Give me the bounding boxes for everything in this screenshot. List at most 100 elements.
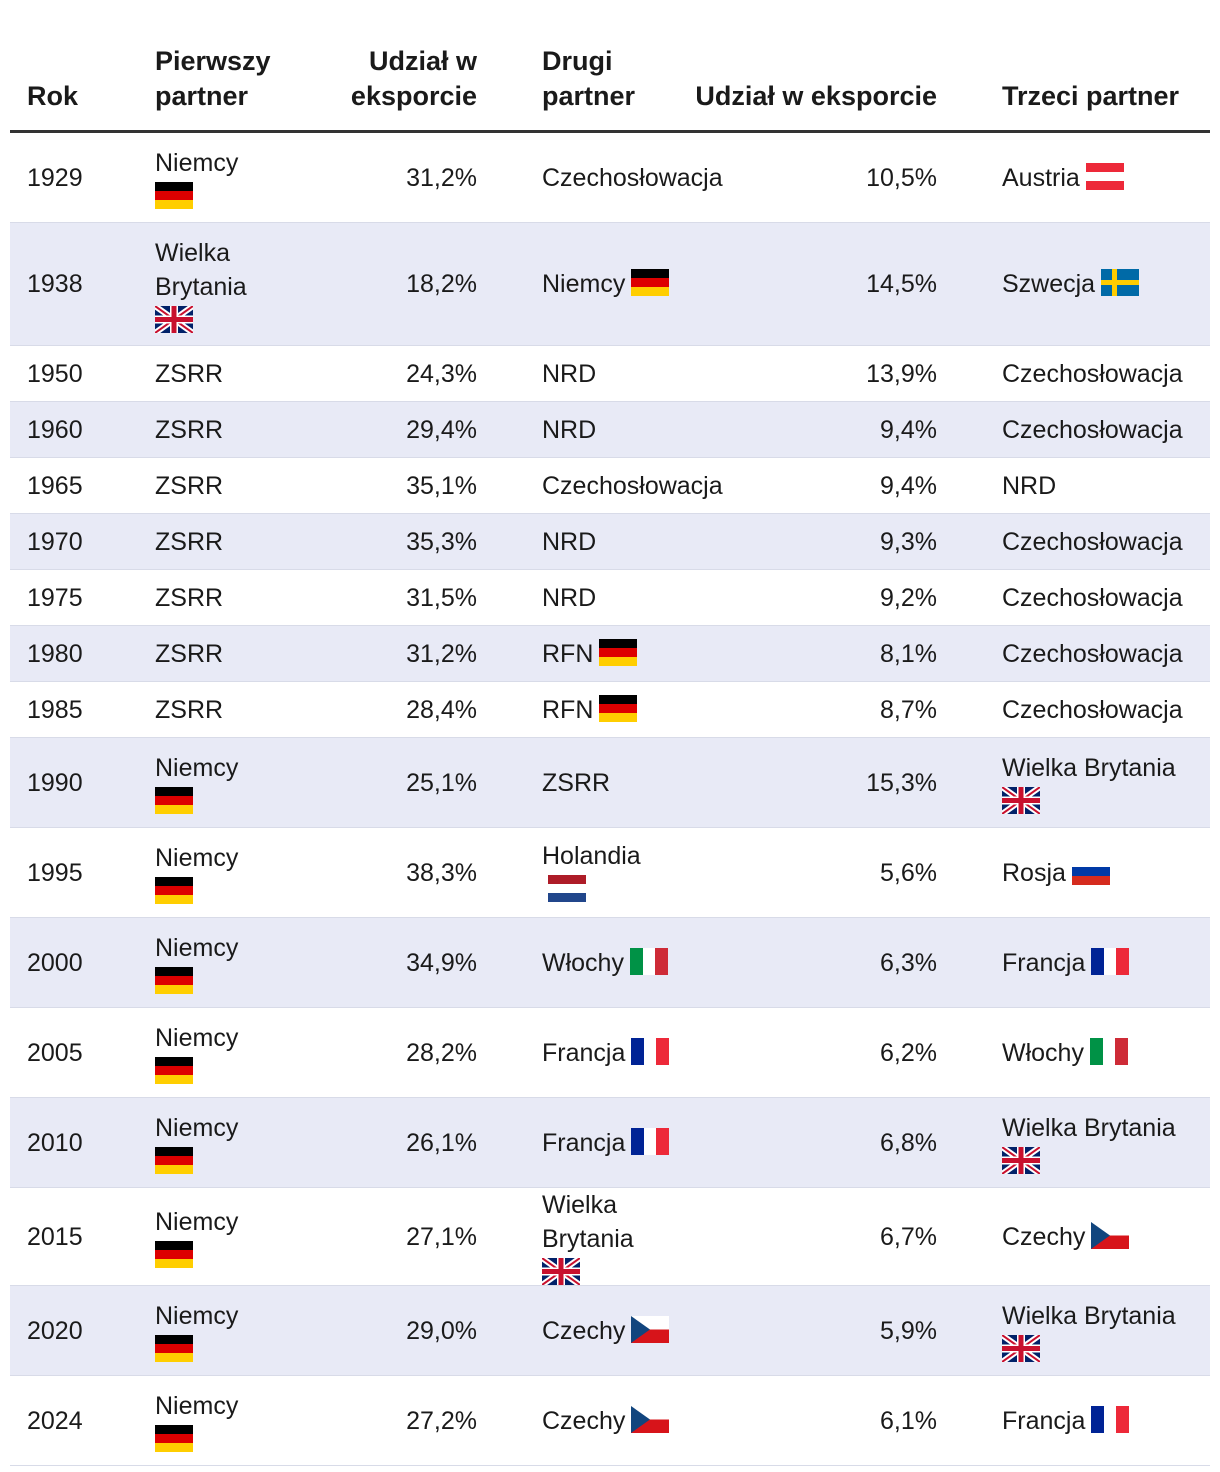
netherlands-flag-icon (548, 874, 586, 902)
germany-flag-icon (155, 182, 193, 209)
second-partner-cell-text: Francja (542, 1038, 626, 1067)
italy-flag-icon (629, 947, 668, 975)
second-share-cell: 6,1% (677, 1375, 937, 1466)
third-partner-cell: Czechy (937, 1187, 1210, 1286)
table-row: 2015 Niemcy 27,1% Wielka Brytania 6,7% Czechy (10, 1187, 1210, 1286)
year-cell-text: 1960 (27, 415, 83, 444)
header-second-share: Udział w eksporcie (677, 44, 937, 133)
year-cell: 1950 (10, 345, 145, 402)
third-partner-cell-text: Czechosłowacja (1002, 415, 1183, 444)
table-header: Rok Pierwszy partner Udział w eksporcie … (10, 44, 1210, 133)
table-body: 1929 Niemcy 31,2% Czechosłowacja 10,5% Austri… (10, 131, 1210, 1466)
first-share-cell: 29,0% (305, 1285, 477, 1376)
germany-flag-icon (155, 787, 193, 814)
first-partner-cell-text: ZSRR (155, 695, 224, 724)
year-cell: 1995 (10, 827, 145, 918)
second-partner-cell: RFN (477, 625, 677, 682)
year-cell: 2020 (10, 1285, 145, 1376)
year-cell: 2010 (10, 1097, 145, 1188)
second-share-cell-text: 9,2% (880, 583, 937, 612)
first-share-cell: 27,1% (305, 1187, 477, 1286)
third-partner-cell: Czechosłowacja (937, 345, 1210, 402)
first-partner-cell-text: ZSRR (155, 583, 224, 612)
first-partner-cell: ZSRR (145, 681, 305, 738)
year-cell-text: 2020 (27, 1316, 83, 1345)
second-partner-cell: Wielka Brytania (477, 1187, 677, 1286)
second-share-cell-text: 10,5% (866, 163, 937, 192)
uk-flag-icon (1002, 1335, 1040, 1362)
second-partner-cell-text: Holandia (542, 841, 641, 870)
table-row: 2020 Niemcy 29,0% Czechy 5,9% Wielka Brytania (10, 1285, 1210, 1376)
second-share-cell: 9,4% (677, 401, 937, 458)
first-share-cell: 29,4% (305, 401, 477, 458)
second-share-cell: 5,6% (677, 827, 937, 918)
second-share-cell-text: 6,8% (880, 1128, 937, 1157)
first-partner-cell-text: Niemcy (155, 934, 239, 962)
second-partner-cell: Czechosłowacja (477, 457, 723, 514)
second-partner-cell-text: NRD (542, 359, 597, 388)
first-share-cell-text: 31,5% (406, 583, 477, 612)
table-row: 1990 Niemcy 25,1% ZSRR 15,3% Wielka Brytania (10, 737, 1210, 828)
first-partner-cell-text: ZSRR (155, 527, 224, 556)
first-share-cell-text: 27,2% (406, 1406, 477, 1435)
first-share-cell-text: 34,9% (406, 948, 477, 977)
first-partner-cell-text: Wielka Brytania (155, 238, 247, 301)
first-share-cell: 35,1% (305, 457, 477, 514)
first-share-cell: 38,3% (305, 827, 477, 918)
year-cell-text: 2015 (27, 1222, 83, 1251)
year-cell-text: 1990 (27, 768, 83, 797)
second-partner-cell-text: RFN (542, 695, 594, 724)
third-partner-cell: Wielka Brytania (937, 1097, 1210, 1188)
year-cell: 1970 (10, 513, 145, 570)
first-partner-cell: Niemcy (145, 1097, 305, 1188)
first-partner-cell-text: Niemcy (155, 1392, 239, 1420)
third-partner-cell: Szwecja (937, 222, 1210, 346)
second-partner-cell-text: Czechosłowacja (542, 471, 723, 500)
third-partner-cell: Czechosłowacja (937, 513, 1210, 570)
first-share-cell-text: 28,4% (406, 695, 477, 724)
table-row: 1965 ZSRR 35,1% Czechosłowacja 9,4% NRD (10, 457, 1210, 514)
germany-flag-icon (155, 877, 193, 904)
third-partner-cell: Wielka Brytania (937, 737, 1210, 828)
header-first-partner: Pierwszy partner (145, 44, 305, 133)
second-partner-cell-text: Czechy (542, 1406, 626, 1435)
second-share-cell-text: 6,3% (880, 948, 937, 977)
first-share-cell: 31,2% (305, 625, 477, 682)
second-share-cell: 15,3% (677, 737, 937, 828)
first-partner-cell: ZSRR (145, 569, 305, 626)
second-partner-cell: Holandia (477, 827, 677, 918)
second-partner-cell: Niemcy (477, 222, 677, 346)
third-partner-cell-text: Szwecja (1002, 270, 1096, 298)
second-partner-cell: Czechy (477, 1285, 677, 1376)
table-row: 1985 ZSRR 28,4% RFN 8,7% Czechosłowacja (10, 681, 1210, 738)
france-flag-icon (1091, 1405, 1130, 1433)
header-year: Rok (10, 44, 145, 133)
third-partner-cell-text: Francja (1002, 1406, 1086, 1435)
second-partner-cell-text: Wielka Brytania (542, 1191, 634, 1253)
third-partner-cell: Rosja (937, 827, 1210, 918)
third-partner-cell: Czechosłowacja (937, 569, 1210, 626)
first-share-cell-text: 35,3% (406, 527, 477, 556)
third-partner-cell-text: Wielka Brytania (1002, 754, 1176, 782)
first-partner-cell-text: Niemcy (155, 1302, 239, 1330)
year-cell-text: 2000 (27, 948, 83, 977)
first-partner-cell-text: ZSRR (155, 471, 224, 500)
second-share-cell: 8,1% (677, 625, 937, 682)
second-partner-cell: Francja (477, 1007, 677, 1098)
first-share-cell-text: 24,3% (406, 359, 477, 388)
year-cell-text: 2010 (27, 1128, 83, 1157)
year-cell: 2005 (10, 1007, 145, 1098)
first-share-cell: 26,1% (305, 1097, 477, 1188)
uk-flag-icon (155, 305, 193, 333)
header-first-share: Udział w eksporcie (305, 44, 477, 133)
first-share-cell: 24,3% (305, 345, 477, 402)
second-share-cell-text: 6,7% (880, 1222, 937, 1251)
second-share-cell: 5,9% (677, 1285, 937, 1376)
third-partner-cell-text: Francja (1002, 948, 1086, 977)
year-cell-text: 1950 (27, 359, 83, 388)
year-cell: 1960 (10, 401, 145, 458)
second-partner-cell-text: Francja (542, 1128, 626, 1157)
second-share-cell-text: 8,1% (880, 639, 937, 668)
first-share-cell: 28,4% (305, 681, 477, 738)
sweden-flag-icon (1101, 269, 1140, 296)
